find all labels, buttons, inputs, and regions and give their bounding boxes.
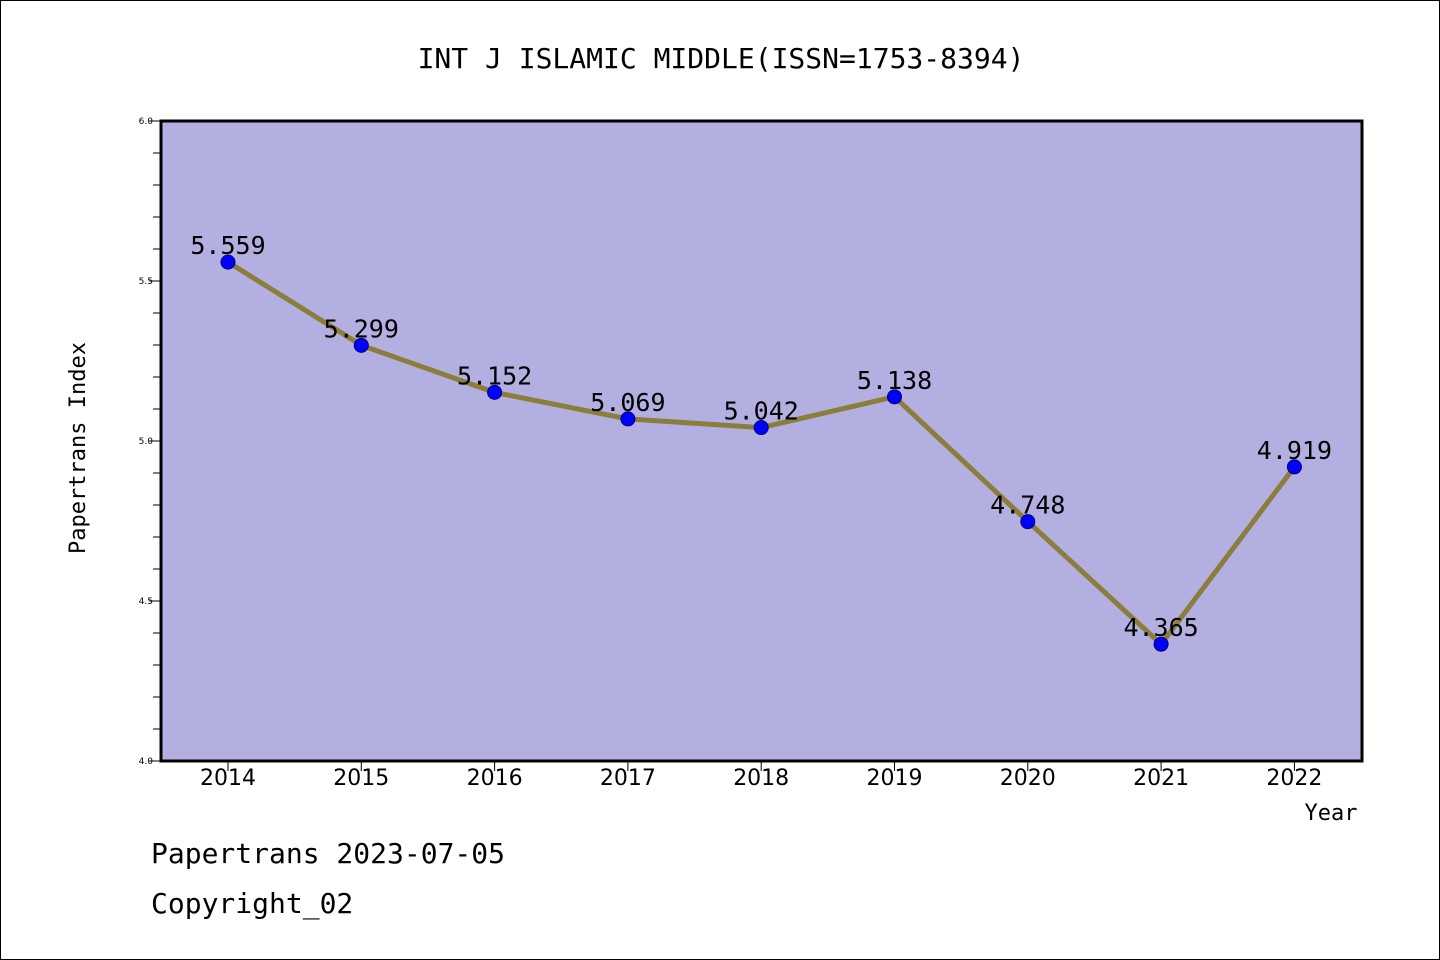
- y-tick-label: 5.0: [139, 437, 154, 447]
- footer-date: Papertrans 2023-07-05: [151, 837, 506, 870]
- x-tick-label: 2015: [333, 766, 389, 791]
- x-axis-label: Year: [1305, 801, 1358, 826]
- footer-copyright: Copyright_02: [151, 887, 354, 920]
- plot-area: [161, 121, 1362, 761]
- data-label: 5.138: [857, 366, 932, 395]
- data-label: 5.559: [190, 231, 265, 260]
- plot-border: [159, 119, 1364, 763]
- y-tick-label: 6.0: [139, 117, 154, 127]
- data-point: [1020, 514, 1036, 530]
- data-point: [353, 337, 369, 353]
- data-label: 4.919: [1257, 436, 1332, 465]
- data-labels: 5.559 5.299 5.152 5.069 5.042 5.138 4.748 4.365…: [190, 231, 1332, 642]
- x-tick-label: 2021: [1133, 766, 1189, 791]
- y-tick-label: 4.0: [139, 757, 154, 767]
- data-point: [887, 389, 902, 405]
- y-axis-ticks: 4.0 4.5 5.0 5.5 6.0: [139, 117, 161, 767]
- data-label: 5.299: [324, 314, 399, 343]
- data-point: [620, 411, 636, 427]
- data-label: 4.365: [1123, 613, 1198, 642]
- x-tick-label: 2017: [600, 766, 656, 791]
- data-point: [753, 420, 769, 436]
- y-tick-label: 4.5: [139, 597, 153, 607]
- data-label: 5.069: [590, 388, 665, 417]
- x-tick-label: 2019: [867, 766, 923, 791]
- data-label: 5.152: [457, 361, 532, 390]
- y-tick-label: 5.5: [139, 277, 153, 287]
- data-point: [487, 384, 503, 400]
- data-label: 4.748: [990, 491, 1065, 520]
- x-tick-label: 2016: [467, 766, 523, 791]
- data-label: 5.042: [724, 397, 799, 426]
- data-markers: [220, 254, 1302, 652]
- x-tick-label: 2020: [1000, 766, 1056, 791]
- x-tick-label: 2022: [1266, 766, 1322, 791]
- y-axis-label: Papertrans Index: [66, 342, 91, 554]
- x-axis-ticks: 2014 2015 2016 2017 2018 2019 2020 2021 2022: [200, 761, 1322, 791]
- data-point: [220, 254, 236, 270]
- x-tick-label: 2018: [733, 766, 789, 791]
- x-tick-label: 2014: [200, 766, 256, 791]
- data-point: [1153, 636, 1169, 652]
- chart-title: INT J ISLAMIC MIDDLE(ISSN=1753-8394): [418, 42, 1025, 75]
- data-point: [1286, 459, 1302, 475]
